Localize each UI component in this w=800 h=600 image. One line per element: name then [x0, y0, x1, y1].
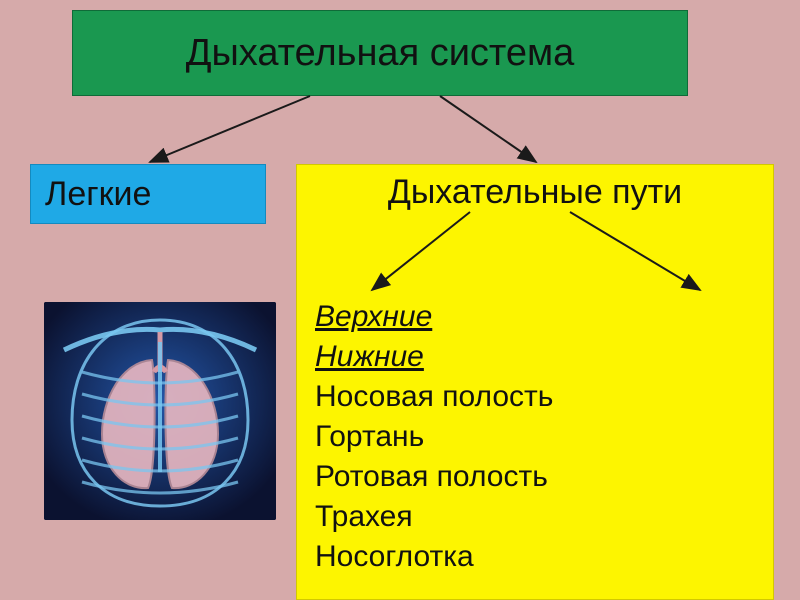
title-text: Дыхательная система — [186, 32, 575, 75]
paths-header: Нижние — [315, 337, 432, 377]
paths-box: Дыхательные пути ВерхниеНижние Носовая п… — [296, 164, 774, 600]
paths-item: Трахея — [315, 497, 553, 537]
paths-list: Носовая полостьГортаньРотовая полостьТра… — [297, 377, 553, 577]
lungs-label-text: Легкие — [45, 175, 151, 214]
paths-item: Гортань — [315, 417, 553, 457]
lungs-label-box: Легкие — [30, 164, 266, 224]
paths-header: Верхние — [315, 297, 432, 337]
paths-headers: ВерхниеНижние — [315, 297, 432, 377]
title-box: Дыхательная система — [72, 10, 688, 96]
paths-item: Носовая полость — [315, 377, 553, 417]
paths-item: Ротовая полость — [315, 457, 553, 497]
paths-title: Дыхательные пути — [297, 173, 773, 212]
paths-item: Носоглотка — [315, 537, 553, 577]
lungs-image — [44, 302, 276, 520]
